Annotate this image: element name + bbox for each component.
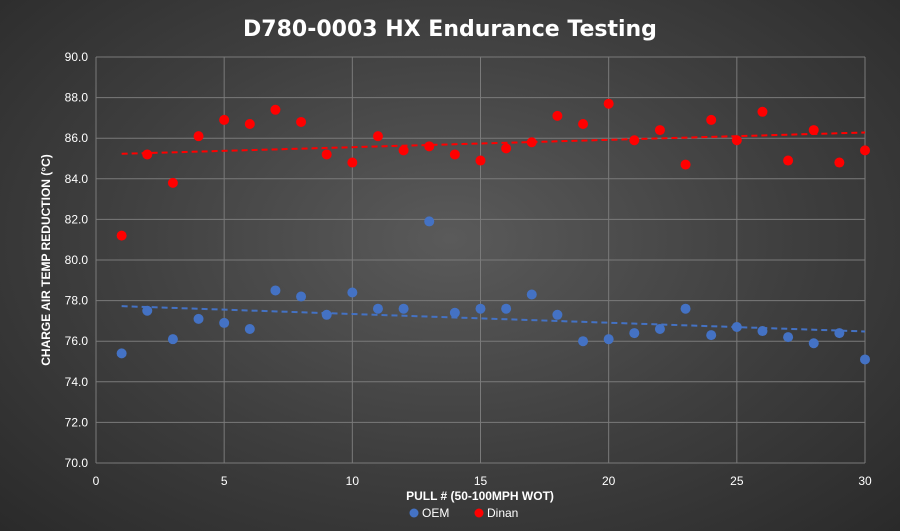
y-tick-label: 72.0 (65, 415, 89, 429)
point-dinan (219, 114, 230, 125)
point-dinan (398, 145, 409, 156)
legend: OEM Dinan (409, 506, 518, 520)
point-dinan (270, 104, 281, 115)
point-oem (398, 303, 409, 314)
point-dinan (603, 98, 614, 109)
point-dinan (167, 177, 178, 188)
point-oem (603, 334, 614, 345)
point-dinan (116, 230, 127, 241)
x-tick-label: 30 (858, 474, 872, 488)
point-dinan (372, 131, 383, 142)
y-tick-label: 78.0 (65, 294, 89, 308)
point-dinan (808, 125, 819, 136)
point-dinan (757, 106, 768, 117)
x-tick-label: 10 (346, 474, 360, 488)
y-tick-label: 82.0 (65, 212, 89, 226)
point-dinan (501, 143, 512, 154)
y-tick-label: 88.0 (65, 91, 89, 105)
legend-marker-dinan (474, 508, 484, 518)
point-dinan (296, 116, 307, 127)
y-tick-label: 84.0 (65, 172, 89, 186)
point-oem (424, 216, 435, 227)
x-tick-label: 5 (221, 474, 228, 488)
point-dinan (578, 118, 589, 129)
point-oem (449, 307, 460, 318)
point-oem (244, 324, 255, 335)
point-dinan (654, 125, 665, 136)
point-oem (296, 291, 307, 302)
point-dinan (706, 114, 717, 125)
legend-marker-oem (409, 508, 419, 518)
point-dinan (244, 118, 255, 129)
point-dinan (731, 135, 742, 146)
x-axis-label: PULL # (50-100MPH WOT) (406, 489, 554, 503)
data-points (116, 98, 870, 365)
y-tick-label: 90.0 (65, 50, 89, 64)
point-dinan (321, 149, 332, 160)
point-dinan (680, 159, 691, 170)
point-oem (860, 354, 870, 365)
trendlines (121, 131, 866, 333)
point-oem (757, 326, 768, 337)
point-oem (552, 309, 563, 320)
trendline-dinan (121, 131, 866, 155)
point-dinan (424, 141, 435, 152)
tick-labels: 70.0 72.0 74.0 76.0 78.0 80.0 82.0 84.0 86.0 88.0… (65, 50, 872, 488)
y-tick-label: 86.0 (65, 131, 89, 145)
point-dinan (526, 137, 537, 148)
point-oem (654, 324, 665, 335)
grid (95, 56, 866, 464)
x-tick-label: 25 (730, 474, 744, 488)
point-dinan (834, 157, 845, 168)
y-axis-label: CHARGE AIR TEMP REDUCTION (°C) (39, 154, 53, 365)
point-oem (629, 328, 640, 339)
point-oem (783, 332, 794, 343)
legend-label-dinan: Dinan (487, 506, 518, 520)
point-oem (834, 328, 845, 339)
point-oem (142, 305, 153, 316)
y-tick-label: 76.0 (65, 334, 89, 348)
point-dinan (783, 155, 794, 166)
point-dinan (475, 155, 486, 166)
point-dinan (629, 135, 640, 146)
legend-label-oem: OEM (422, 506, 449, 520)
point-dinan (449, 149, 460, 160)
point-oem (372, 303, 383, 314)
point-oem (578, 336, 589, 347)
point-oem (808, 338, 819, 349)
point-oem (731, 321, 742, 332)
y-tick-label: 70.0 (65, 456, 89, 470)
point-oem (501, 303, 512, 314)
point-dinan (552, 110, 563, 121)
point-oem (270, 285, 281, 296)
point-dinan (860, 145, 870, 156)
point-oem (167, 334, 178, 345)
point-oem (347, 287, 358, 298)
point-oem (321, 309, 332, 320)
point-oem (116, 348, 127, 359)
point-oem (526, 289, 537, 300)
x-tick-label: 20 (602, 474, 616, 488)
point-dinan (193, 131, 204, 142)
trendline-oem (121, 305, 866, 333)
point-oem (475, 303, 486, 314)
point-dinan (142, 149, 153, 160)
point-oem (193, 313, 204, 324)
point-oem (706, 330, 717, 341)
y-tick-label: 80.0 (65, 253, 89, 267)
x-tick-label: 0 (93, 474, 100, 488)
point-oem (219, 317, 230, 328)
point-oem (680, 303, 691, 314)
chart-title: D780-0003 HX Endurance Testing (243, 17, 657, 42)
y-tick-label: 74.0 (65, 375, 89, 389)
point-dinan (347, 157, 358, 168)
x-tick-label: 15 (474, 474, 488, 488)
